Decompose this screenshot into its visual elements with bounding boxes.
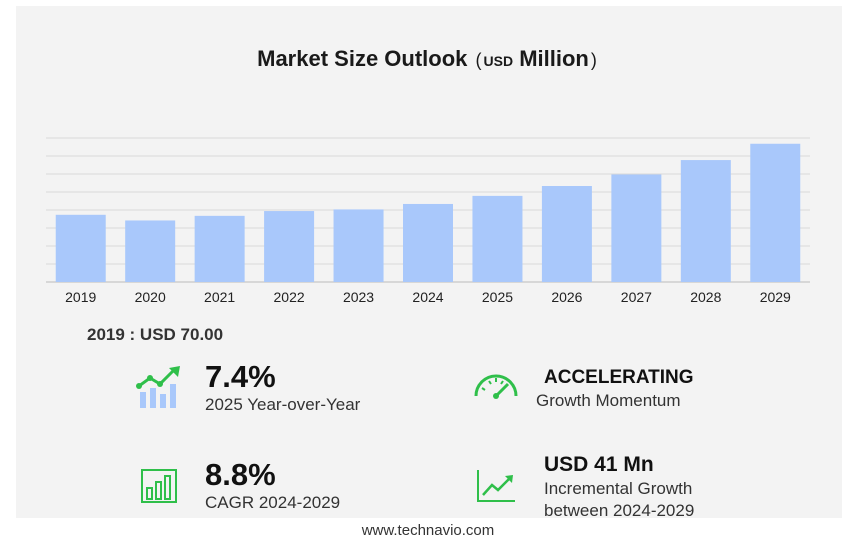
incremental-label-line2: between 2024-2029 xyxy=(544,501,695,520)
bar-chart: 2019 2020 2021 2022 2023 2024 2025 2026 2027 2028… xyxy=(46,137,810,305)
bar-2029 xyxy=(750,143,801,282)
x-tick-label: 2023 xyxy=(343,289,374,305)
chart-title-text: Market Size Outlook xyxy=(257,46,468,71)
chart-unit-suffix: Million xyxy=(519,46,589,71)
x-tick-label: 2028 xyxy=(690,289,721,305)
bar-2021 xyxy=(194,215,245,282)
momentum-stat: ACCELERATING Growth Momentum xyxy=(536,366,694,412)
bar-chart-icon xyxy=(141,469,177,503)
incremental-label-line1: Incremental Growth xyxy=(544,479,693,498)
speedometer-icon xyxy=(474,374,518,399)
x-tick-label: 2021 xyxy=(204,289,235,305)
chart-bars xyxy=(55,143,801,282)
bar-2026 xyxy=(541,186,592,282)
bar-2020 xyxy=(125,220,176,282)
chart-x-ticks: 2019 2020 2021 2022 2023 2024 2025 2026 2027 2028… xyxy=(65,289,791,305)
bar-2027 xyxy=(611,174,662,282)
bar-2023 xyxy=(333,209,384,282)
x-tick-label: 2022 xyxy=(274,289,305,305)
growth-chart-icon xyxy=(136,366,180,408)
x-tick-label: 2024 xyxy=(412,289,443,305)
yoy-value: 7.4% xyxy=(205,359,276,394)
x-tick-label: 2020 xyxy=(135,289,166,305)
cagr-value: 8.8% xyxy=(205,457,276,492)
cagr-stat: 8.8% CAGR 2024-2029 xyxy=(205,458,340,514)
bar-2019 xyxy=(55,214,106,282)
x-tick-label: 2029 xyxy=(760,289,791,305)
chart-title: Market Size Outlook (USD Million) xyxy=(257,46,597,71)
x-tick-label: 2025 xyxy=(482,289,513,305)
yoy-label: 2025 Year-over-Year xyxy=(205,395,361,414)
x-tick-label: 2027 xyxy=(621,289,652,305)
bar-2028 xyxy=(680,160,731,282)
cagr-label: CAGR 2024-2029 xyxy=(205,493,341,512)
base-year-value: 2019 : USD 70.00 xyxy=(87,325,224,344)
bar-2022 xyxy=(264,211,315,282)
trend-line-icon xyxy=(477,470,515,502)
bar-2024 xyxy=(403,203,453,282)
bar-2025 xyxy=(472,195,523,282)
momentum-label: Growth Momentum xyxy=(536,391,681,410)
chart-unit-prefix: USD xyxy=(483,53,514,69)
footer-url: www.technavio.com xyxy=(361,522,495,539)
momentum-value: ACCELERATING xyxy=(544,367,694,388)
x-tick-label: 2026 xyxy=(551,289,582,305)
incremental-stat: USD 41 Mn Incremental Growth between 202… xyxy=(544,452,694,522)
yoy-stat: 7.4% 2025 Year-over-Year xyxy=(205,360,360,416)
x-tick-label: 2019 xyxy=(65,289,96,305)
incremental-value: USD 41 Mn xyxy=(544,453,654,476)
